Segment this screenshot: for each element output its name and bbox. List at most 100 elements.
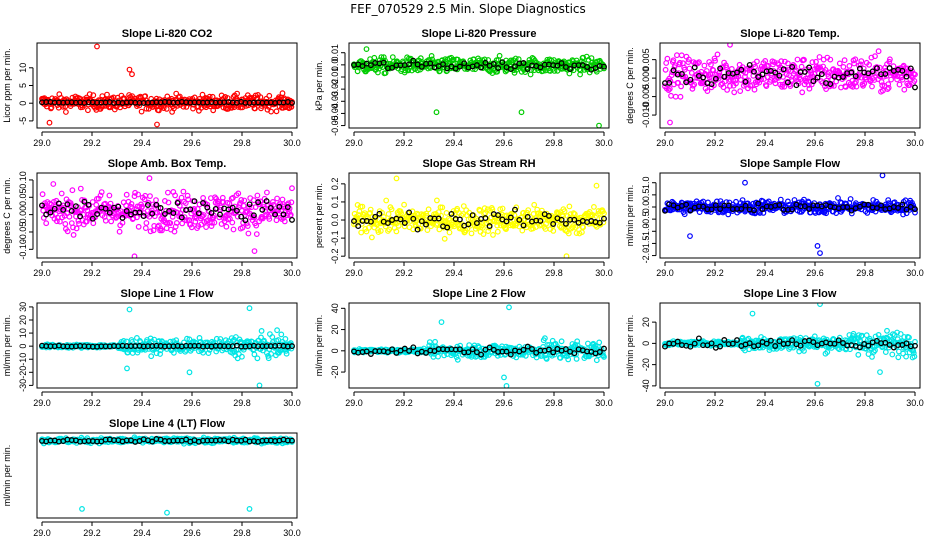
- average-point: [465, 221, 472, 228]
- data-point-outlier: [506, 304, 512, 311]
- average-point: [397, 216, 404, 223]
- data-point: [192, 218, 199, 225]
- x-tick-label: 29.2: [83, 138, 101, 148]
- average-point: [831, 340, 838, 347]
- y-tick-label: 40: [330, 303, 340, 313]
- average-point: [123, 208, 130, 214]
- data-point: [885, 81, 892, 88]
- data-point: [277, 200, 284, 207]
- average-point: [238, 213, 245, 220]
- average-point: [886, 65, 893, 72]
- y-tick-label: 10: [18, 328, 28, 338]
- average-point: [683, 201, 690, 208]
- average-point: [427, 60, 434, 67]
- y-tick-label: 0: [18, 344, 28, 349]
- data-point: [836, 60, 843, 67]
- average-point: [520, 60, 527, 66]
- plot-frame: [348, 302, 610, 389]
- average-point: [246, 201, 253, 208]
- data-point: [133, 335, 140, 341]
- average-point: [903, 206, 910, 213]
- data-point-outlier: [749, 310, 756, 317]
- data-point: [142, 225, 149, 232]
- data-point: [148, 353, 155, 360]
- data-point: [824, 349, 831, 356]
- data-point: [89, 199, 96, 205]
- average-point: [174, 199, 181, 206]
- data-point: [872, 53, 878, 60]
- data-point: [282, 336, 289, 342]
- data-point: [573, 356, 580, 362]
- data-point: [86, 91, 93, 98]
- average-point: [486, 344, 493, 351]
- data-point: [843, 345, 850, 352]
- average-point: [507, 66, 514, 73]
- data-point: [785, 198, 791, 205]
- average-point: [367, 218, 374, 225]
- data-point: [234, 90, 241, 97]
- data-points: [351, 175, 607, 258]
- data-point: [562, 227, 569, 233]
- data-point: [157, 351, 164, 357]
- average-point: [423, 349, 429, 356]
- data-point: [558, 338, 565, 345]
- data-point: [254, 192, 261, 199]
- x-tick-label: 29.0: [656, 138, 674, 148]
- average-point: [482, 346, 489, 353]
- data-point: [714, 51, 721, 58]
- data-points: [662, 43, 918, 126]
- y-tick-label: 0.5: [641, 189, 651, 202]
- data-point: [274, 195, 281, 202]
- average-point: [827, 81, 834, 87]
- average-point: [456, 63, 463, 70]
- average-point: [687, 343, 694, 350]
- data-point: [258, 328, 265, 334]
- data-point: [601, 354, 607, 360]
- data-point: [102, 217, 109, 224]
- average-point: [742, 78, 749, 85]
- data-point: [600, 219, 607, 226]
- average-point: [263, 198, 270, 205]
- average-point: [746, 340, 753, 347]
- data-point-outlier: [126, 306, 133, 313]
- data-point: [886, 58, 893, 65]
- y-axis-label: ml/min per min.: [2, 315, 12, 377]
- average-point: [495, 65, 502, 71]
- data-point-outlier: [154, 121, 160, 128]
- average-point: [410, 57, 417, 64]
- average-point: [115, 203, 122, 210]
- average-point: [818, 71, 825, 78]
- data-point: [84, 107, 91, 114]
- data-point: [208, 223, 215, 230]
- x-tick-label: 29.8: [545, 138, 563, 148]
- data-point: [253, 231, 260, 238]
- data-point: [446, 229, 453, 236]
- average-point: [759, 206, 766, 212]
- average-point: [662, 343, 668, 350]
- y-axis-label: degrees C per min.: [625, 47, 635, 124]
- y-tick-label: -10: [18, 353, 28, 366]
- data-point: [77, 185, 84, 192]
- data-point: [205, 350, 212, 357]
- data-point: [136, 102, 143, 109]
- data-point: [686, 56, 692, 63]
- data-point: [527, 71, 534, 78]
- y-tick-label: -20: [330, 366, 340, 379]
- data-points: [39, 434, 295, 516]
- average-point: [47, 209, 54, 216]
- x-tick-label: 29.6: [806, 268, 824, 278]
- data-point: [409, 208, 416, 215]
- average-point: [233, 207, 240, 214]
- x-tick-label: 29.8: [233, 138, 251, 148]
- average-point: [401, 220, 408, 226]
- x-tick-label: 29.0: [345, 398, 363, 408]
- data-point: [468, 230, 475, 237]
- average-point: [289, 99, 295, 106]
- data-point: [367, 206, 374, 213]
- y-tick-label: 0: [641, 341, 651, 346]
- data-point: [265, 355, 272, 362]
- data-point: [179, 207, 186, 213]
- data-point: [229, 194, 236, 201]
- average-point: [161, 210, 168, 217]
